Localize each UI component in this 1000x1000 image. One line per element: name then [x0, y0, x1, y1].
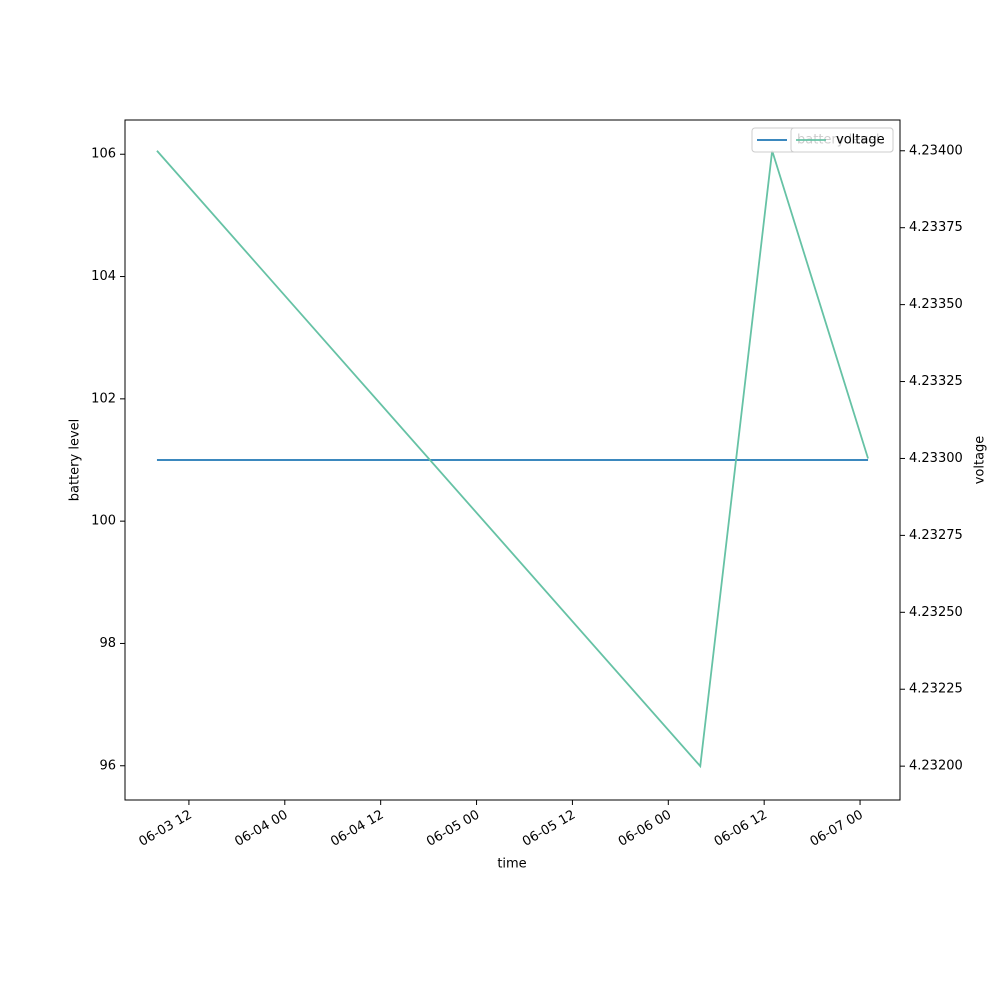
y2-tick-label: 4.23400	[909, 143, 963, 158]
series-line	[156, 150, 869, 769]
x-tick-label: 06-06 12	[712, 808, 770, 850]
x-tick-label: 06-06 00	[616, 808, 674, 850]
y-axis-label: battery level	[68, 419, 83, 502]
y2-tick-label: 4.23250	[909, 605, 963, 620]
legend-box	[790, 127, 894, 153]
y2-tick-label: 4.23300	[909, 451, 963, 466]
x-tick-label: 06-05 00	[424, 808, 482, 850]
x-tick-label: 06-07 00	[808, 808, 866, 850]
y-tick-label: 100	[91, 514, 116, 529]
y-tick-label: 96	[99, 758, 116, 773]
x-tick-label: 06-05 12	[520, 808, 578, 850]
y2-tick-label: 4.23200	[909, 759, 963, 774]
x-tick-label: 06-03 12	[137, 808, 195, 850]
y2-tick-label: 4.23325	[909, 374, 963, 389]
plot-frame	[124, 119, 901, 801]
y2-tick-label: 4.23350	[909, 297, 963, 312]
legend-label: voltage	[836, 133, 885, 148]
y-tick-label: 104	[91, 269, 116, 284]
x-axis-label: time	[497, 857, 526, 872]
y-tick-label: 102	[91, 391, 116, 406]
y2-axis-label: voltage	[973, 436, 988, 485]
y-tick-label: 98	[99, 636, 116, 651]
x-tick-label: 06-04 00	[232, 808, 290, 850]
y2-tick-label: 4.23275	[909, 528, 963, 543]
y2-tick-label: 4.23225	[909, 682, 963, 697]
y-tick-label: 106	[91, 147, 116, 162]
x-tick-label: 06-04 12	[328, 808, 386, 850]
y2-tick-label: 4.23375	[909, 220, 963, 235]
